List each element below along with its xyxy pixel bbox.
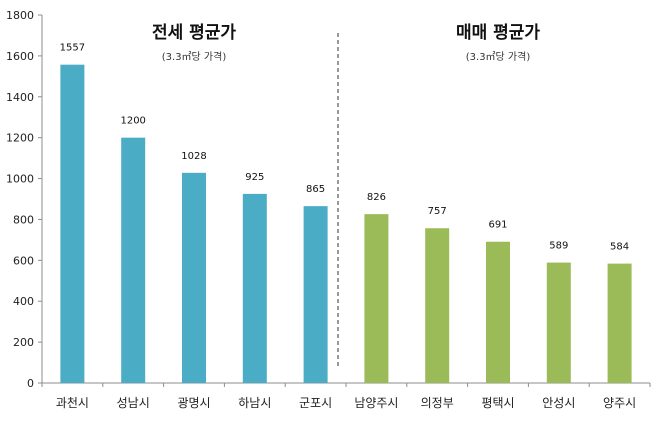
y-tick-label: 1200 bbox=[6, 132, 34, 145]
data-label: 865 bbox=[306, 184, 325, 195]
y-tick-label: 0 bbox=[27, 377, 34, 390]
bar bbox=[242, 193, 267, 383]
y-tick-label: 1400 bbox=[6, 91, 34, 104]
bar bbox=[546, 262, 571, 383]
bars bbox=[60, 64, 632, 384]
y-tick-label: 200 bbox=[13, 336, 34, 349]
category-label: 남양주시 bbox=[354, 396, 398, 410]
y-tick-label: 400 bbox=[13, 295, 34, 308]
data-label: 826 bbox=[367, 192, 386, 203]
y-tick-label: 1000 bbox=[6, 173, 34, 186]
bar bbox=[60, 64, 85, 384]
category-label: 광명시 bbox=[177, 396, 210, 410]
bar bbox=[303, 206, 328, 383]
category-label: 평택시 bbox=[481, 396, 514, 410]
category-label: 의정부 bbox=[421, 396, 454, 410]
bar bbox=[364, 214, 389, 383]
data-label: 925 bbox=[245, 172, 264, 183]
y-tick-label: 1800 bbox=[6, 9, 34, 22]
bar bbox=[121, 137, 146, 383]
y-tick-label: 600 bbox=[13, 254, 34, 267]
group-subtitle-maemae: (3.3㎡당 가격) bbox=[466, 50, 531, 63]
group-title-maemae: 매매 평균가 bbox=[456, 23, 540, 43]
category-label: 안성시 bbox=[542, 396, 575, 410]
group-subtitle-jeonse: (3.3㎡당 가격) bbox=[162, 50, 227, 63]
category-label: 군포시 bbox=[299, 396, 332, 410]
bar bbox=[607, 263, 632, 383]
y-tick-label: 1600 bbox=[6, 50, 34, 63]
bar bbox=[486, 241, 510, 383]
data-label: 1200 bbox=[120, 116, 145, 127]
category-label: 하남시 bbox=[238, 396, 271, 410]
group-title-jeonse: 전세 평균가 bbox=[152, 23, 236, 43]
category-label: 과천시 bbox=[56, 395, 89, 410]
data-label: 757 bbox=[428, 206, 447, 217]
bar bbox=[182, 172, 206, 383]
axes: 0 200 400 600 800 1000 1200 1400 1600 1800 bbox=[6, 9, 651, 390]
data-label: 691 bbox=[488, 220, 507, 231]
category-label: 양주시 bbox=[603, 396, 636, 410]
data-label: 589 bbox=[549, 241, 568, 252]
y-tick-label: 800 bbox=[13, 213, 34, 226]
data-label: 1028 bbox=[181, 151, 206, 162]
category-label: 성남시 bbox=[117, 396, 150, 410]
data-label: 584 bbox=[610, 242, 629, 253]
data-label: 1557 bbox=[60, 43, 85, 54]
bar bbox=[425, 228, 450, 383]
labels: 1557 과천시 1200 성남시 1028 광명시 925 하남시 865 군포시 826 남양주시… bbox=[56, 43, 636, 410]
